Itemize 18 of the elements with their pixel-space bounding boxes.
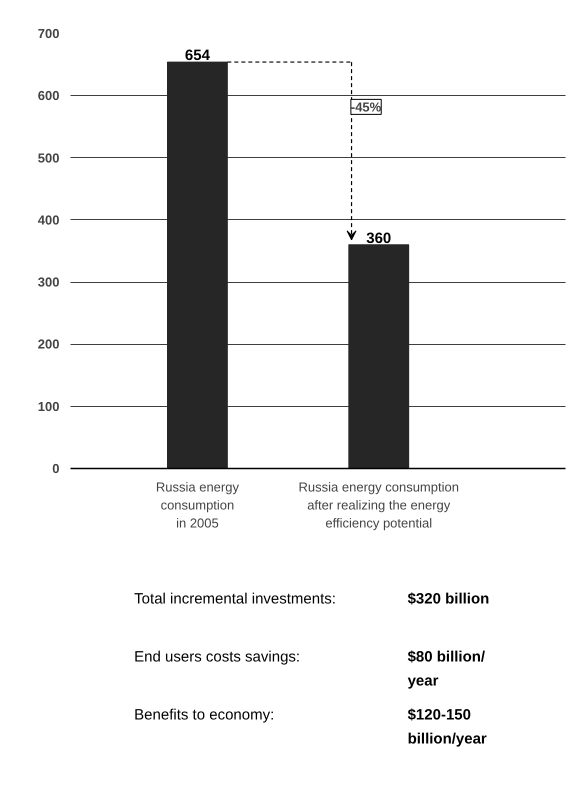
text: End users costs savings:	[134, 648, 300, 666]
y-tick-label: 400	[38, 212, 60, 228]
data-label: 360	[366, 230, 392, 247]
text: $80 billion/ year	[408, 648, 486, 690]
text: $120-150 billion/year	[408, 706, 487, 748]
text: Total incremental investments:	[134, 590, 336, 608]
y-tick-label: 600	[38, 88, 60, 104]
data-label: 654	[184, 47, 211, 64]
x-tick-label: Russia energy consumption in 2005	[156, 480, 240, 530]
y-tick-label: 0	[52, 461, 60, 476]
text: $320 billion	[408, 590, 490, 608]
y-tick-label: 100	[38, 398, 60, 414]
y-tick-label: 200	[38, 336, 60, 352]
x-tick-label: Russia energy consumption after realizing the energy efficiency potential	[298, 480, 459, 530]
text: Benefits to economy:	[134, 706, 274, 724]
y-tick-label: 500	[38, 150, 60, 166]
y-tick-label: 300	[38, 274, 60, 290]
y-tick-label: 700	[38, 26, 60, 41]
